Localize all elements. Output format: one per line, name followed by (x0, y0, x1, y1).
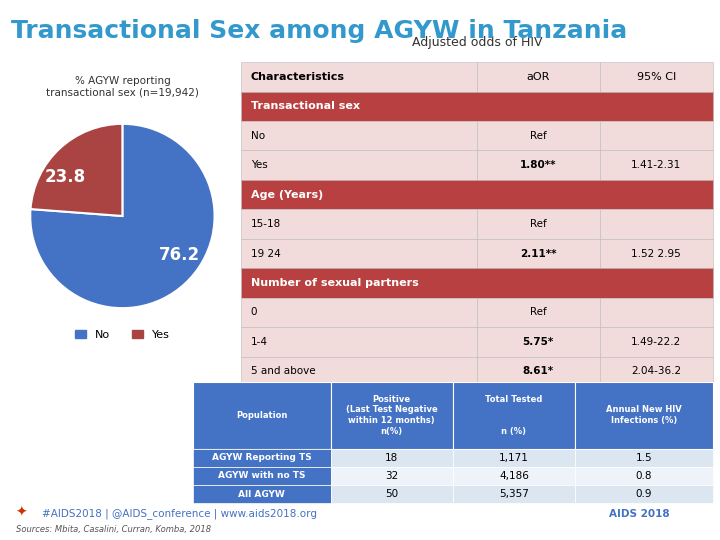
FancyBboxPatch shape (241, 356, 477, 386)
FancyBboxPatch shape (575, 485, 713, 503)
FancyBboxPatch shape (600, 210, 713, 239)
FancyBboxPatch shape (241, 327, 477, 356)
Legend: No, Yes: No, Yes (71, 325, 174, 344)
FancyBboxPatch shape (330, 485, 453, 503)
FancyBboxPatch shape (477, 121, 600, 151)
Text: Adjusted odds of HIV: Adjusted odds of HIV (412, 36, 542, 49)
Text: 0.9: 0.9 (636, 489, 652, 499)
FancyBboxPatch shape (600, 239, 713, 268)
Text: 5,357: 5,357 (499, 489, 529, 499)
Text: All AGYW: All AGYW (238, 490, 285, 498)
FancyBboxPatch shape (600, 356, 713, 386)
Text: Age (Years): Age (Years) (251, 190, 323, 200)
Text: 18: 18 (385, 453, 398, 463)
Text: Annual New HIV
Infections (%): Annual New HIV Infections (%) (606, 406, 682, 425)
Text: 1.49-22.2: 1.49-22.2 (631, 337, 681, 347)
FancyBboxPatch shape (241, 92, 713, 121)
FancyBboxPatch shape (477, 327, 600, 356)
FancyBboxPatch shape (193, 485, 330, 503)
FancyBboxPatch shape (600, 121, 713, 151)
Text: 1.5: 1.5 (636, 453, 652, 463)
Text: 5 and above: 5 and above (251, 366, 315, 376)
Text: 1,171: 1,171 (499, 453, 529, 463)
FancyBboxPatch shape (193, 382, 330, 449)
Title: % AGYW reporting
transactional sex (n=19,942): % AGYW reporting transactional sex (n=19… (46, 76, 199, 97)
Text: 23.8: 23.8 (45, 168, 86, 186)
Text: AIDS 2018: AIDS 2018 (609, 509, 670, 519)
Text: 76.2: 76.2 (158, 246, 200, 264)
FancyBboxPatch shape (330, 467, 453, 485)
Text: Transactional sex: Transactional sex (251, 102, 359, 111)
FancyBboxPatch shape (477, 239, 600, 268)
FancyBboxPatch shape (193, 449, 330, 467)
FancyBboxPatch shape (241, 239, 477, 268)
FancyBboxPatch shape (477, 298, 600, 327)
Text: 4,186: 4,186 (499, 471, 529, 481)
Text: 32: 32 (385, 471, 398, 481)
FancyBboxPatch shape (600, 62, 713, 92)
FancyBboxPatch shape (193, 467, 330, 485)
Text: AGYW Reporting TS: AGYW Reporting TS (212, 453, 312, 462)
Text: Positive
(Last Test Negative
within 12 months)
n(%): Positive (Last Test Negative within 12 m… (346, 395, 438, 436)
Text: 50: 50 (385, 489, 398, 499)
FancyBboxPatch shape (241, 210, 477, 239)
Text: Sources: Mbita, Casalini, Curran, Komba, 2018: Sources: Mbita, Casalini, Curran, Komba,… (16, 524, 211, 534)
Text: ✦: ✦ (16, 505, 27, 519)
Text: Ref: Ref (530, 131, 546, 141)
Text: Total Tested


n (%): Total Tested n (%) (485, 395, 543, 436)
Wedge shape (30, 124, 122, 216)
FancyBboxPatch shape (477, 356, 600, 386)
FancyBboxPatch shape (453, 449, 575, 467)
Text: Population: Population (236, 411, 287, 420)
FancyBboxPatch shape (477, 210, 600, 239)
Text: 0.8: 0.8 (636, 471, 652, 481)
FancyBboxPatch shape (600, 327, 713, 356)
Text: #AIDS2018 | @AIDS_conference | www.aids2018.org: #AIDS2018 | @AIDS_conference | www.aids2… (42, 509, 317, 519)
Text: 1.41-2.31: 1.41-2.31 (631, 160, 681, 170)
Text: Yes: Yes (251, 160, 267, 170)
FancyBboxPatch shape (330, 382, 453, 449)
FancyBboxPatch shape (241, 151, 477, 180)
FancyBboxPatch shape (241, 180, 713, 210)
Text: 95% CI: 95% CI (636, 72, 676, 82)
FancyBboxPatch shape (241, 121, 477, 151)
Text: 1-4: 1-4 (251, 337, 268, 347)
Text: Transactional Sex among AGYW in Tanzania: Transactional Sex among AGYW in Tanzania (11, 19, 627, 43)
Text: Characteristics: Characteristics (251, 72, 345, 82)
FancyBboxPatch shape (330, 449, 453, 467)
Text: 2.11**: 2.11** (520, 248, 557, 259)
Text: Ref: Ref (530, 307, 546, 318)
FancyBboxPatch shape (477, 151, 600, 180)
Text: 15-18: 15-18 (251, 219, 281, 229)
Text: Ref: Ref (530, 219, 546, 229)
Text: 1.52 2.95: 1.52 2.95 (631, 248, 681, 259)
FancyBboxPatch shape (453, 485, 575, 503)
FancyBboxPatch shape (575, 467, 713, 485)
FancyBboxPatch shape (453, 467, 575, 485)
Text: 0: 0 (251, 307, 257, 318)
Text: 5.75*: 5.75* (523, 337, 554, 347)
Text: No: No (251, 131, 265, 141)
FancyBboxPatch shape (600, 151, 713, 180)
Text: aOR: aOR (526, 72, 550, 82)
FancyBboxPatch shape (477, 62, 600, 92)
FancyBboxPatch shape (453, 382, 575, 449)
FancyBboxPatch shape (241, 62, 477, 92)
Text: * p<0.05,  at the .05 level, **p<0.001: * p<0.05, at the .05 level, **p<0.001 (246, 392, 418, 401)
FancyBboxPatch shape (575, 449, 713, 467)
Text: AGYW with no TS: AGYW with no TS (218, 471, 305, 481)
FancyBboxPatch shape (600, 298, 713, 327)
FancyBboxPatch shape (241, 268, 713, 298)
FancyBboxPatch shape (575, 382, 713, 449)
Text: 1.80**: 1.80** (520, 160, 557, 170)
Text: 8.61*: 8.61* (523, 366, 554, 376)
Text: 2.04-36.2: 2.04-36.2 (631, 366, 681, 376)
Text: 19 24: 19 24 (251, 248, 280, 259)
Text: Number of sexual partners: Number of sexual partners (251, 278, 418, 288)
FancyBboxPatch shape (241, 298, 477, 327)
Wedge shape (30, 124, 215, 308)
